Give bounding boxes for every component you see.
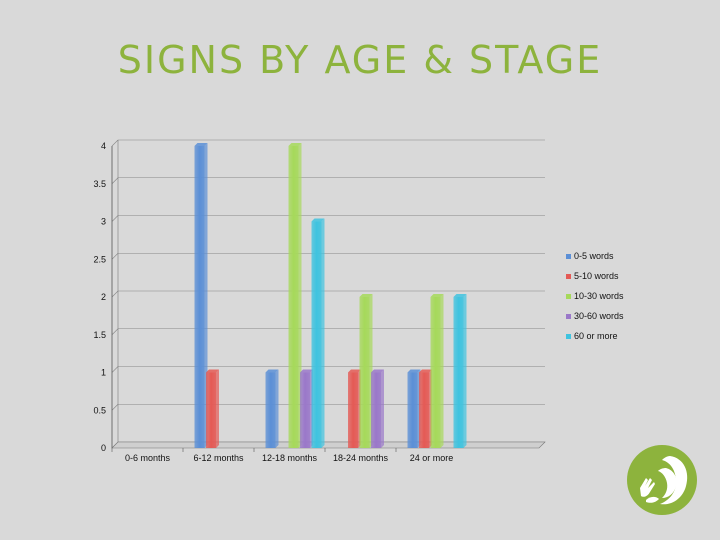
grid-lines xyxy=(111,139,545,449)
y-tick-label: 4 xyxy=(101,141,106,151)
bar-front xyxy=(407,372,418,448)
y-tick-label: 1.5 xyxy=(93,330,106,340)
legend-label: 10-30 words xyxy=(574,291,624,301)
bar xyxy=(430,294,444,448)
bar-front xyxy=(194,146,205,448)
grid-line-diag xyxy=(111,290,119,298)
bar-front xyxy=(419,372,429,448)
y-tick-label: 3 xyxy=(101,217,106,227)
bar-top xyxy=(453,294,467,297)
bar-side xyxy=(463,294,467,448)
y-tick-label: 2.5 xyxy=(93,254,106,264)
bar-front xyxy=(300,372,310,448)
bar xyxy=(453,294,467,448)
bar-top xyxy=(407,369,421,373)
grid-line-diag xyxy=(111,139,119,147)
legend-label: 0-5 words xyxy=(574,251,614,261)
grid-line-diag xyxy=(111,328,119,335)
grid-line-diag xyxy=(111,404,119,411)
bars xyxy=(194,143,467,448)
y-tick-label: 2 xyxy=(101,292,106,302)
y-tick-label: 0 xyxy=(101,443,106,453)
legend-swatch xyxy=(566,334,571,339)
bar-top xyxy=(194,143,208,146)
y-tick-label: 0.5 xyxy=(93,405,106,415)
bar xyxy=(407,369,421,448)
y-tick-label: 1 xyxy=(101,368,106,378)
bar xyxy=(300,369,313,448)
legend-entry: 10-30 words xyxy=(566,291,624,301)
bar-front xyxy=(311,221,322,448)
legend-entry: 60 or more xyxy=(566,331,618,341)
legend-label: 60 or more xyxy=(574,331,618,341)
grid-line-diag xyxy=(111,366,119,373)
bar xyxy=(265,369,279,448)
legend-swatch xyxy=(566,254,571,259)
legend-label: 5-10 words xyxy=(574,271,619,281)
legend-label: 30-60 words xyxy=(574,311,624,321)
bar xyxy=(371,369,384,448)
x-tick-label: 24 or more xyxy=(410,453,454,463)
bar xyxy=(311,218,325,448)
bar xyxy=(359,294,373,448)
legend-entry: 5-10 words xyxy=(566,271,619,281)
bar-side xyxy=(275,369,279,448)
bar xyxy=(288,143,302,448)
bar xyxy=(419,369,432,448)
axis-labels: 0 0.5 1 1.5 2 2.5 3 3.5 4 0-6 months 6-12 months 12… xyxy=(93,141,453,463)
bar-front xyxy=(359,297,370,448)
bar-side xyxy=(440,294,444,448)
x-tick-label: 6-12 months xyxy=(193,453,244,463)
bar-top xyxy=(206,369,219,373)
page-title: SIGNS BY AGE & STAGE xyxy=(117,38,603,82)
grid-line-diag xyxy=(111,253,119,260)
bar-top xyxy=(430,294,444,297)
x-tick-label: 18-24 months xyxy=(333,453,389,463)
bar-top xyxy=(371,369,384,373)
legend-entry: 0-5 words xyxy=(566,251,614,261)
bar xyxy=(194,143,208,448)
legend-swatch xyxy=(566,314,571,319)
bar-top xyxy=(311,218,325,222)
y-tick-label: 3.5 xyxy=(93,179,106,189)
bar xyxy=(348,369,361,448)
bar-front xyxy=(348,372,358,448)
floor xyxy=(111,441,546,449)
legend: 0-5 words 5-10 words 10-30 words 30-60 word… xyxy=(566,251,624,341)
legend-swatch xyxy=(566,274,571,279)
legend-entry: 30-60 words xyxy=(566,311,624,321)
bar-front xyxy=(430,297,441,448)
bar-side xyxy=(216,369,219,448)
bar-top xyxy=(359,294,373,297)
bar-top xyxy=(288,143,302,146)
bar-front xyxy=(371,372,381,448)
parent-child-hands-logo-icon xyxy=(627,445,697,515)
bar-front xyxy=(206,372,216,448)
bar-front xyxy=(453,297,464,448)
bar-top xyxy=(300,369,313,373)
bar-side xyxy=(381,369,384,448)
axes xyxy=(111,140,546,452)
bar-top xyxy=(265,369,279,373)
legend-swatch xyxy=(566,294,571,299)
x-tick-label: 0-6 months xyxy=(125,453,171,463)
grid-line-diag xyxy=(111,215,119,222)
bar-front xyxy=(265,372,276,448)
grid-line-diag xyxy=(111,177,119,184)
x-tick-label: 12-18 months xyxy=(262,453,318,463)
bar-front xyxy=(288,146,299,448)
bar-side xyxy=(321,218,325,448)
bar-top xyxy=(348,369,361,373)
bar xyxy=(206,369,219,448)
bar-top xyxy=(419,369,432,373)
